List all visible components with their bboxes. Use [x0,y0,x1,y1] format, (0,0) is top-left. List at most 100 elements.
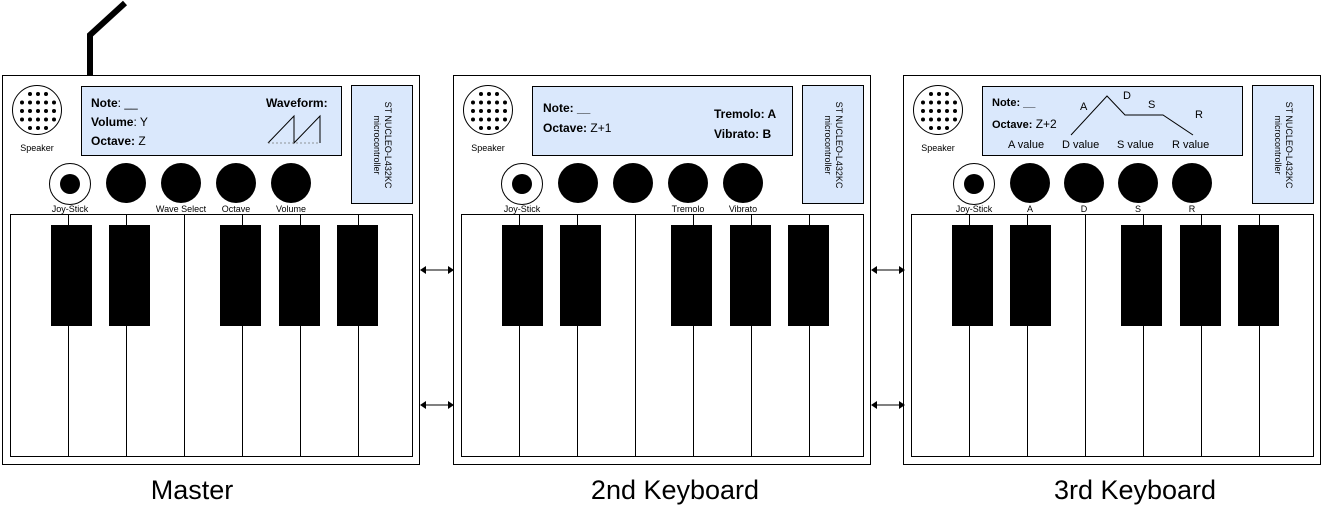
speaker-hole [479,92,483,96]
speaker-hole [495,126,499,130]
speaker-hole [929,126,933,130]
microcontroller-board: ST NUCLEO-L432KC microcontroller [1252,85,1314,204]
knob-r [1172,163,1212,203]
white-key [578,215,636,456]
speaker-hole [52,100,56,105]
black-key [560,225,601,326]
speaker-grille [471,92,507,130]
speaker-hole [921,100,925,105]
caption-third: 3rd Keyboard [1053,475,1217,505]
white-key [127,215,185,456]
speaker-hole [44,126,48,130]
label-joystick: Joy-Stick [51,204,89,214]
black-key [109,225,150,326]
value-s: S value [1117,139,1154,151]
speaker-hole [495,117,499,122]
speaker-hole [495,100,499,105]
speaker-hole [945,117,949,122]
knob-vibrato [723,163,763,203]
speaker-icon [463,85,513,135]
white-key [1086,215,1144,456]
value-a: A value [1008,139,1045,151]
speaker-hole [52,117,56,122]
piano-keys [461,214,864,457]
speaker-hole [36,117,40,122]
speaker-hole [503,117,507,122]
white-key [752,215,810,456]
lcd-display: Note: __ Volume: Y Octave: Z Waveform: [81,86,342,156]
speaker-hole [929,92,933,96]
speaker-hole [36,92,40,96]
black-key [502,225,543,326]
speaker-hole [953,117,957,122]
label-octave: Octave [221,204,251,214]
speaker-grille [20,92,56,130]
speaker-hole [937,100,941,105]
label-joystick: Joy-Stick [503,204,541,214]
speaker-hole [495,92,499,96]
white-key [970,215,1028,456]
black-key [1238,225,1279,326]
white-key [301,215,359,456]
knob-wave-select [161,163,201,203]
white-key [694,215,752,456]
lcd-note: Note: __ [992,97,1036,109]
speaker-hole [28,92,32,96]
speaker-hole [921,117,925,122]
speaker-hole [20,109,24,113]
speaker-grille [921,92,957,130]
black-key [1010,225,1051,326]
label-a: A [1026,204,1034,214]
knob-tremolo [668,163,708,203]
speaker-hole [953,109,957,113]
lcd-tremolo: Tremolo: A [714,107,777,121]
speaker-hole [36,100,40,105]
speaker-hole [487,92,491,96]
keyboard-third: Speaker Note: __ Octave: Z+2 A D S R A v… [903,75,1321,465]
speaker-hole [929,109,933,113]
lcd-display: Note: __ Octave: Z+1 Tremolo: A Vibrato:… [532,86,793,156]
white-key [243,215,301,456]
label-s: S [1134,204,1142,214]
black-key [1180,225,1221,326]
speaker-label: Speaker [921,143,955,153]
piano-keys [911,214,1314,457]
speaker-hole [487,126,491,130]
speaker-hole [929,117,933,122]
knob-a [1010,163,1050,203]
speaker-hole [945,100,949,105]
speaker-hole [44,109,48,113]
microcontroller-label: ST NUCLEO-L432KC microcontroller [823,101,844,188]
label-tremolo: Tremolo [671,204,705,214]
link-arrow-master-second-top [420,266,454,274]
speaker-hole [487,117,491,122]
black-key [730,225,771,326]
white-key [462,215,520,456]
microcontroller-board: ST NUCLEO-L432KC microcontroller [802,85,864,204]
speaker-hole [921,109,925,113]
speaker-hole [471,117,475,122]
knob-1 [558,163,598,203]
white-key [1202,215,1260,456]
speaker-hole [503,109,507,113]
speaker-icon [913,85,963,135]
label-r: R [1188,204,1196,214]
speaker-hole [479,117,483,122]
joystick [953,163,995,205]
label-joystick: Joy-Stick [955,204,993,214]
lcd-display: Note: __ Octave: Z+2 A D S R A value D v… [982,86,1243,156]
speaker-hole [937,92,941,96]
speaker-hole [44,100,48,105]
knob-octave [216,163,256,203]
black-key [1121,225,1162,326]
black-key [337,225,378,326]
lcd-note: Note: __ [543,101,591,115]
value-d: D value [1062,139,1100,151]
sawtooth-wave-icon [267,114,321,145]
speaker-hole [471,109,475,113]
speaker-hole [20,100,24,105]
white-key [520,215,578,456]
link-arrow-master-second-bottom [420,401,454,409]
speaker-hole [929,100,933,105]
